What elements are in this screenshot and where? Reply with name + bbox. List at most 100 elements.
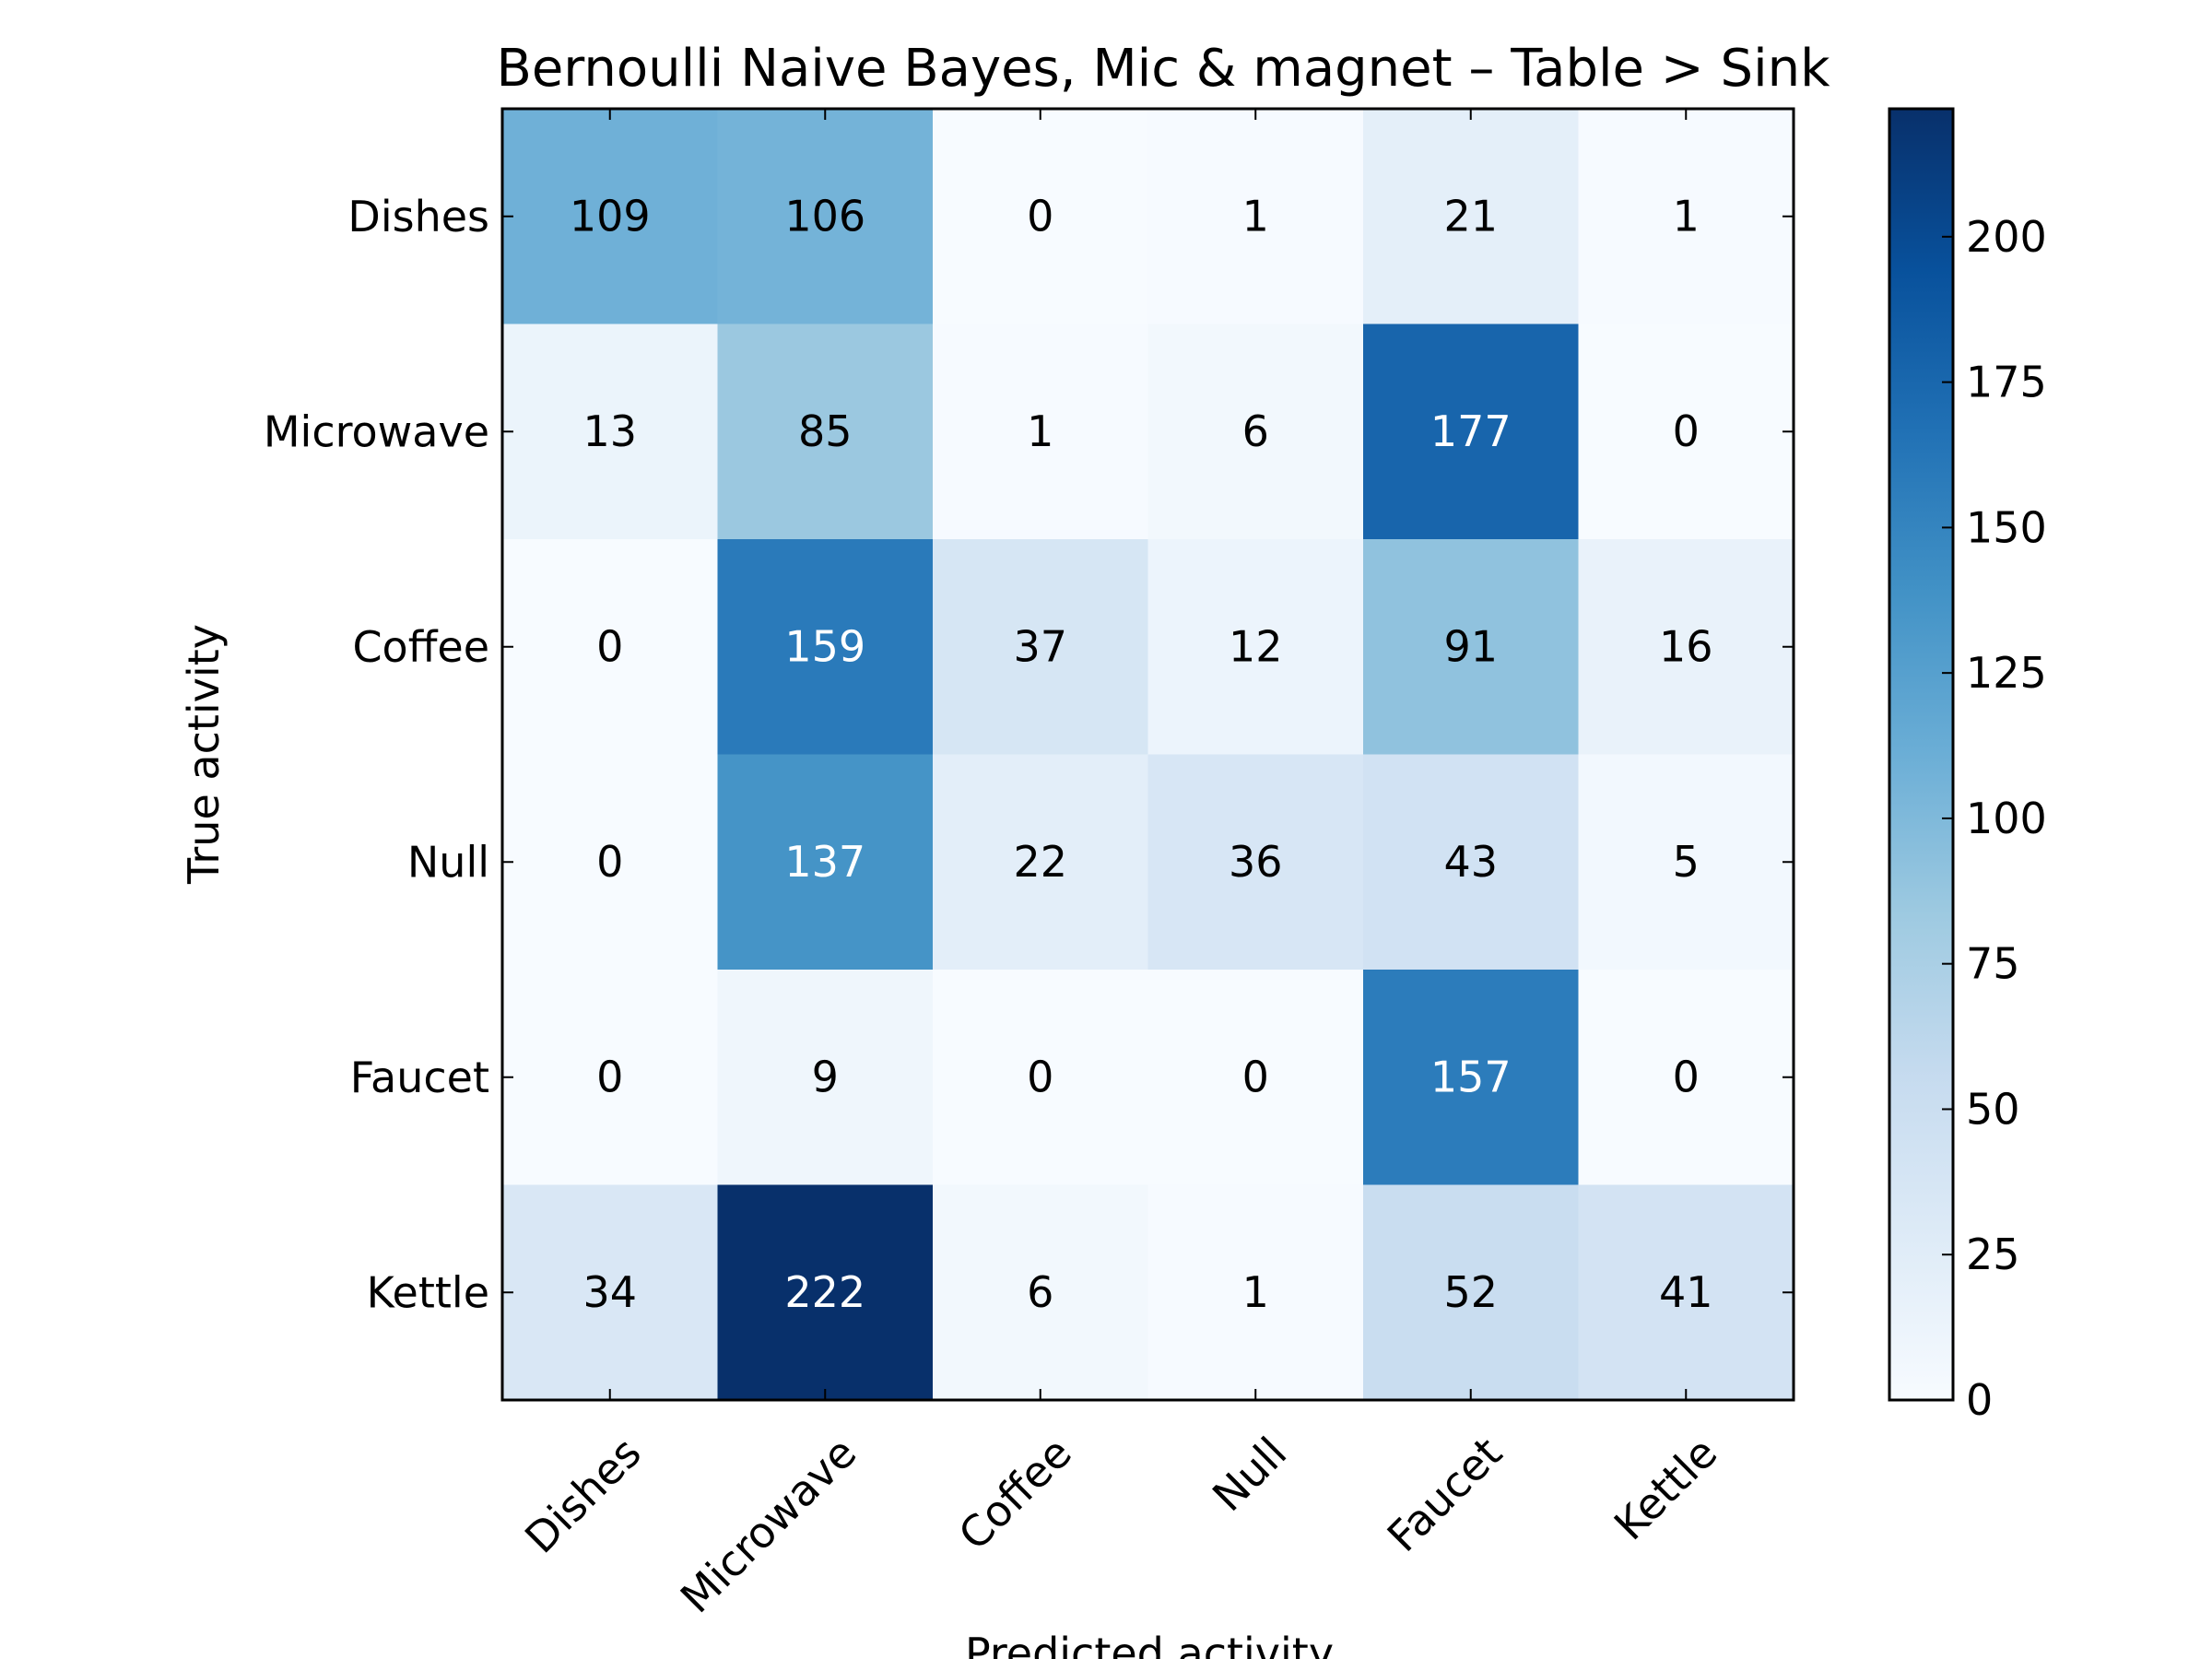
cell-value-label: 109: [570, 191, 651, 241]
heatmap-cell: [933, 539, 1148, 755]
x-tick-label: Dishes: [515, 1428, 651, 1563]
axis-ticks: [502, 109, 1794, 1400]
cell-value-label: 91: [1443, 621, 1498, 671]
y-tick-label: Faucet: [350, 1053, 489, 1102]
colorbar-tick-label: 200: [1966, 212, 2047, 262]
heatmap-cell: [717, 970, 934, 1185]
colorbar-tick-label: 150: [1966, 502, 2047, 552]
cell-value-label: 21: [1443, 191, 1498, 241]
heatmap-cell: [1363, 109, 1579, 324]
cell-value-label: 0: [1027, 1052, 1053, 1101]
colorbar: [1888, 107, 1955, 1402]
cell-value-label: 0: [596, 837, 623, 887]
heatmap-cell: [933, 324, 1148, 540]
cell-value-label: 0: [1673, 406, 1700, 456]
cell-value-label: 6: [1027, 1267, 1053, 1317]
cell-value-label: 0: [596, 621, 623, 671]
heatmap-cell: [1363, 539, 1579, 755]
heatmap-cell: [1147, 1184, 1364, 1401]
heatmap-cell: [1147, 324, 1364, 540]
colorbar-tick-label: 50: [1966, 1084, 2020, 1134]
heatmap-cell: [717, 109, 934, 324]
cell-value-label: 222: [784, 1267, 865, 1317]
cell-value-label: 13: [582, 406, 637, 456]
heatmap-cell: [1363, 1184, 1579, 1401]
heatmap-cell: [502, 970, 718, 1185]
heatmap-cell: [1578, 539, 1794, 755]
heatmap-cell: [717, 754, 934, 971]
cell-value-label: 9: [812, 1052, 839, 1101]
y-tick-label: Dishes: [347, 192, 489, 241]
heatmap-cell: [1147, 970, 1364, 1185]
heatmap-cell: [502, 539, 718, 755]
colorbar-tick-label: 100: [1966, 794, 2047, 843]
cell-value-label: 1: [1242, 1267, 1269, 1317]
x-tick-label: Null: [1203, 1428, 1296, 1521]
heatmap-cell: [717, 1184, 934, 1401]
heatmap-cell: [717, 539, 934, 755]
heatmap-cell: [1578, 754, 1794, 971]
y-tick-label: Microwave: [264, 406, 489, 456]
heatmap-cell: [1578, 109, 1794, 324]
chart-title: Bernoulli Naive Bayes, Mic & magnet – Ta…: [496, 39, 1830, 99]
heatmap-cell: [1363, 754, 1579, 971]
heatmap-cell: [1578, 1184, 1794, 1401]
cell-value-label: 5: [1673, 837, 1700, 887]
cell-value-label: 137: [784, 837, 865, 887]
cell-value-label: 52: [1443, 1267, 1498, 1317]
colorbar-tick-label: 0: [1966, 1375, 1993, 1425]
cell-value-label: 157: [1430, 1052, 1512, 1101]
cell-value-label: 1: [1027, 406, 1053, 456]
x-tick-labels: Dishes Microwave Coffee Null Faucet Kettle: [515, 1428, 1726, 1623]
cell-value-label: 159: [784, 621, 865, 671]
colorbar-ticks: 0 25 50 75 100 125 150 175 200: [1942, 212, 2047, 1425]
cell-value-label: 37: [1013, 621, 1067, 671]
heatmap-cell-labels: 109 106 0 1 21 113 85 1 6 177 00 159 37 12 91 160 137 22 3…: [570, 191, 1713, 1317]
x-tick-label: Coffee: [949, 1428, 1081, 1559]
y-tick-labels: Dishes Microwave Coffee Null Faucet Kettle: [264, 192, 489, 1318]
x-tick-label: Kettle: [1605, 1428, 1726, 1549]
x-axis-label: Predicted activity: [965, 1629, 1334, 1659]
heatmap-cell: [1147, 109, 1364, 324]
heatmap-cell: [502, 754, 718, 971]
cell-value-label: 1: [1242, 191, 1269, 241]
heatmap-cell: [1147, 539, 1364, 755]
cell-value-label: 22: [1013, 837, 1067, 887]
colorbar-tick-label: 75: [1966, 939, 2020, 989]
y-axis-label: True activity: [179, 624, 229, 885]
heatmap-cell: [1363, 970, 1579, 1185]
heatmap-cell: [1578, 324, 1794, 540]
heatmap-cells: [502, 109, 1794, 1401]
cell-value-label: 106: [784, 191, 865, 241]
cell-value-label: 41: [1659, 1267, 1713, 1317]
x-tick-label: Faucet: [1378, 1428, 1512, 1561]
colorbar-tick-label: 25: [1966, 1230, 2020, 1279]
heatmap-cell: [502, 109, 718, 324]
heatmap-cell: [502, 324, 718, 540]
cell-value-label: 0: [1027, 191, 1053, 241]
heatmap-cell: [933, 1184, 1148, 1401]
colorbar-tick-label: 175: [1966, 358, 2047, 407]
cell-value-label: 0: [596, 1052, 623, 1101]
y-tick-label: Kettle: [367, 1267, 489, 1317]
cell-value-label: 16: [1659, 621, 1713, 671]
heatmap-cell: [933, 109, 1148, 324]
heatmap-cell: [717, 324, 934, 540]
cell-value-label: 34: [582, 1267, 637, 1317]
heatmap-cell: [933, 754, 1148, 971]
cell-value-label: 12: [1229, 621, 1283, 671]
heatmap-cell: [1363, 324, 1579, 540]
y-tick-label: Null: [407, 837, 489, 887]
cell-value-label: 85: [798, 406, 853, 456]
cell-value-label: 36: [1229, 837, 1283, 887]
x-tick-label: Microwave: [671, 1428, 866, 1623]
cell-value-label: 1: [1673, 191, 1700, 241]
plot-frame: [500, 107, 1795, 1402]
heatmap-cell: [1147, 754, 1364, 971]
colorbar-tick-label: 125: [1966, 648, 2047, 698]
heatmap-cell: [933, 970, 1148, 1185]
heatmap-cell: [502, 1184, 718, 1401]
y-tick-label: Coffee: [352, 622, 489, 672]
cell-value-label: 0: [1242, 1052, 1269, 1101]
